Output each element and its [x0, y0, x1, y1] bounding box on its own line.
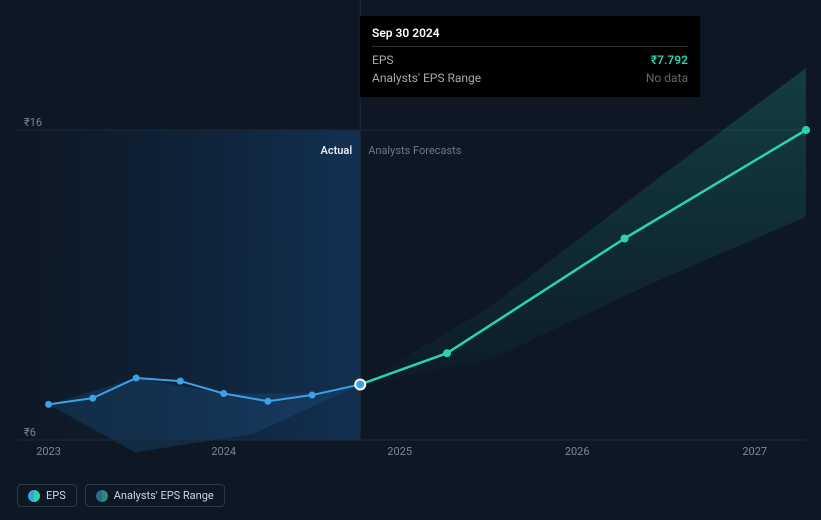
legend-item-range[interactable]: Analysts' EPS Range [85, 484, 225, 507]
forecast-point[interactable] [443, 349, 451, 357]
eps-forecast-chart: ₹16 ₹6 Actual Analysts Forecasts 2023 2024 202… [0, 0, 821, 520]
actual-point[interactable] [309, 392, 316, 399]
y-axis-label: ₹16 [24, 116, 42, 129]
legend-item-eps[interactable]: EPS [17, 484, 77, 507]
x-axis-label: 2026 [565, 445, 590, 458]
x-axis-label: 2023 [36, 445, 61, 458]
actual-point[interactable] [264, 398, 271, 405]
x-axis-label: 2025 [387, 445, 412, 458]
legend-swatch-icon [28, 490, 40, 502]
section-label-actual: Actual [321, 144, 353, 157]
tooltip-row: EPS ₹7.792 [372, 51, 688, 69]
tooltip-row-value: No data [646, 71, 688, 85]
y-axis-label: ₹6 [24, 426, 36, 439]
highlight-point[interactable] [355, 379, 365, 389]
actual-point[interactable] [89, 395, 96, 402]
hover-tooltip: Sep 30 2024 EPS ₹7.792 Analysts' EPS Range… [360, 16, 700, 97]
actual-point[interactable] [45, 401, 52, 408]
tooltip-row-label: EPS [372, 53, 394, 67]
x-axis-label: 2024 [211, 445, 236, 458]
legend-label: Analysts' EPS Range [114, 489, 214, 502]
legend-label: EPS [46, 489, 66, 502]
tooltip-row: Analysts' EPS Range No data [372, 69, 688, 87]
legend-swatch-icon [96, 490, 108, 502]
legend: EPS Analysts' EPS Range [17, 484, 225, 507]
section-label-forecast: Analysts Forecasts [368, 144, 462, 157]
x-axis-label: 2027 [742, 445, 767, 458]
tooltip-row-label: Analysts' EPS Range [372, 71, 481, 85]
tooltip-row-value: ₹7.792 [651, 53, 688, 67]
tooltip-date: Sep 30 2024 [372, 26, 688, 47]
actual-point[interactable] [177, 378, 184, 385]
forecast-point[interactable] [621, 235, 629, 243]
actual-point[interactable] [133, 375, 140, 382]
forecast-point[interactable] [802, 126, 810, 134]
actual-point[interactable] [220, 390, 227, 397]
